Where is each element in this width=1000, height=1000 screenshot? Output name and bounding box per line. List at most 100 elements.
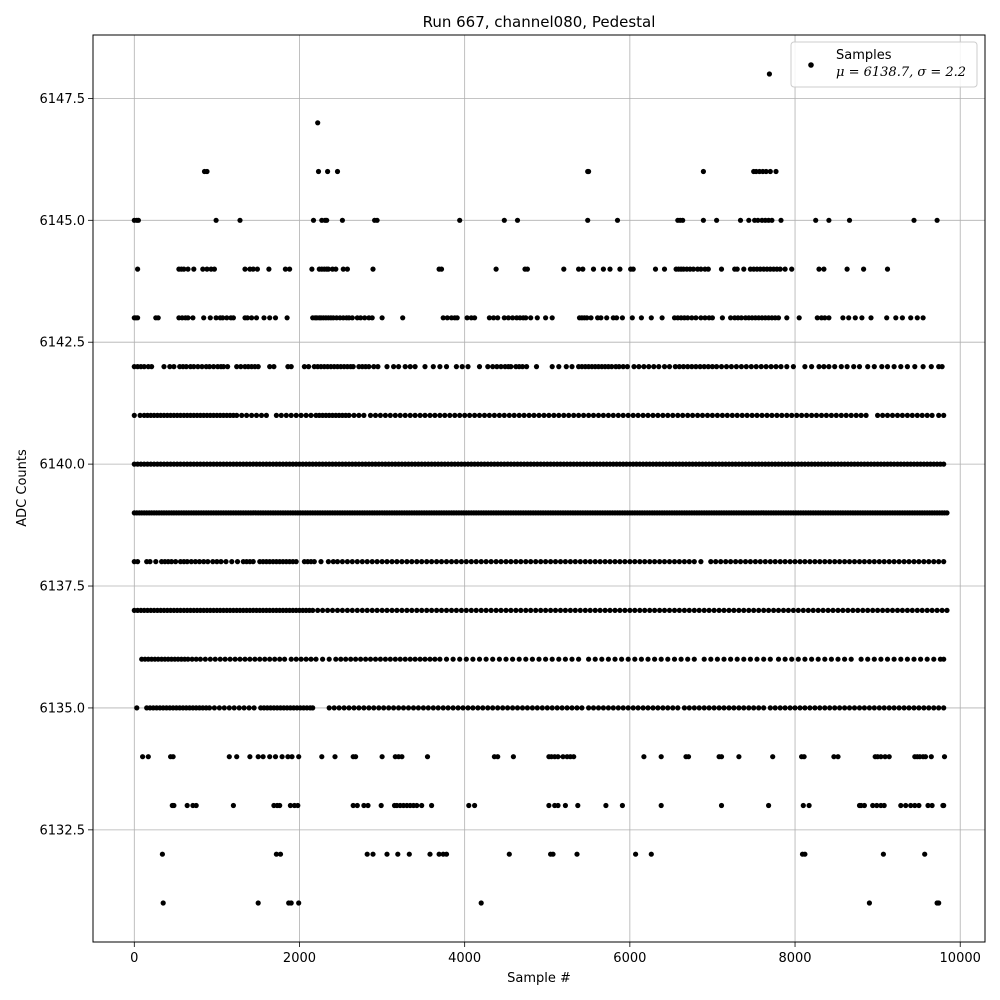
data-point [736,754,742,760]
data-point [183,364,189,370]
data-point [549,705,555,711]
data-point [624,364,631,370]
data-point [728,315,734,321]
data-point [538,607,544,614]
data-point [826,217,832,223]
data-point [356,705,362,711]
data-point [478,607,484,614]
data-point [719,315,726,321]
data-point [405,705,412,711]
data-point [470,705,476,711]
legend-stats-label: μ = 6138.7, σ = 2.2 [836,65,966,80]
data-point [645,656,651,662]
data-point [457,656,463,662]
data-point [865,656,871,662]
data-point [485,364,491,370]
data-point [939,364,945,370]
data-point [498,607,504,614]
data-point [858,412,864,418]
data-point [463,656,469,662]
data-point [805,607,811,614]
data-point [642,607,648,614]
data-point [602,559,608,565]
data-point [400,705,407,711]
data-point [196,559,203,565]
data-point [612,656,618,662]
data-point [671,607,678,614]
data-point [582,607,588,614]
data-point [249,412,255,418]
data-point [701,607,707,614]
data-point [680,364,687,370]
data-point [419,607,425,614]
data-point [641,364,647,370]
data-point [214,559,220,565]
data-point [250,266,256,272]
data-point [199,364,205,370]
data-point [145,754,151,760]
data-point [936,900,942,906]
data-point [775,315,782,321]
data-point [236,705,242,711]
data-point [889,412,896,418]
data-point [447,412,453,418]
data-point [931,705,937,711]
data-point [761,607,767,614]
data-point [434,607,440,614]
data-point [546,412,552,418]
data-point [693,364,699,370]
data-point [476,412,483,418]
data-point [362,315,368,321]
data-point [741,705,747,711]
data-point [232,656,238,662]
data-point [637,559,643,565]
data-point [794,412,800,418]
data-point [840,315,846,321]
data-point [171,364,177,370]
data-point [463,607,469,614]
data-point [670,705,676,711]
data-point [576,656,582,662]
data-point [443,364,450,370]
data-point [615,705,621,711]
data-point [288,412,294,418]
data-point [705,266,711,272]
data-point [784,315,790,321]
data-point [716,705,722,711]
data-point [701,705,707,711]
data-point [437,364,443,370]
data-point [443,851,450,857]
data-point [685,315,691,321]
data-point [429,802,435,809]
data-point [816,266,822,272]
data-point [202,656,208,662]
data-point [272,656,278,662]
data-point [645,412,651,418]
data-point [287,802,293,809]
data-point [709,412,716,418]
data-point [941,559,947,565]
data-point [495,315,501,321]
data-point [801,754,807,760]
data-point [866,705,873,711]
data-point [812,559,818,565]
y-axis-label: ADC Counts [15,449,30,527]
data-point [700,217,707,223]
data-point [802,705,808,711]
data-point [726,607,732,614]
data-point [931,559,937,565]
data-point [706,607,712,614]
data-point [349,315,355,321]
data-point [617,559,623,565]
data-point [619,656,625,662]
data-point [605,656,612,662]
data-point [690,412,696,418]
data-point [135,315,141,321]
data-point [389,559,395,565]
data-point [904,412,911,418]
data-point [422,656,428,662]
data-point [417,656,423,662]
data-point [865,607,871,614]
data-point [896,705,902,711]
